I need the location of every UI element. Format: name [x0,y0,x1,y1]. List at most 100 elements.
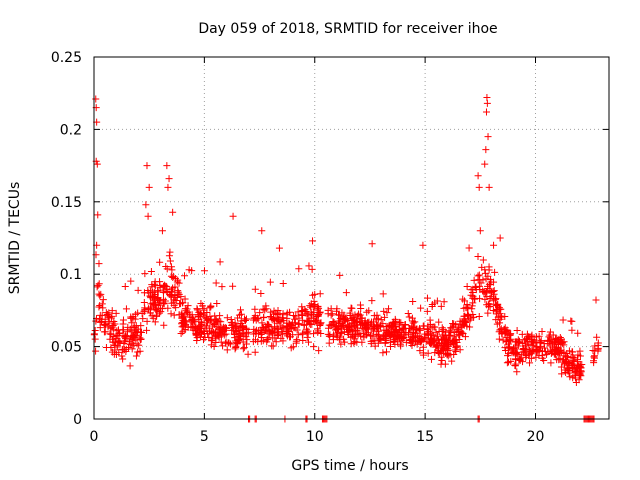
data-point [514,336,522,344]
data-point [232,322,240,330]
data-point [251,305,259,313]
data-point [432,328,440,336]
data-point [466,316,474,324]
data-point [289,343,297,351]
data-point [550,345,558,353]
data-point [267,328,275,336]
data-point [384,323,392,331]
data-point [128,333,136,341]
data-point [449,338,457,346]
data-point [521,348,529,356]
data-point [95,315,103,323]
data-point [337,340,345,348]
data-point [463,301,471,309]
data-point [463,322,471,330]
data-point [188,311,196,319]
data-point [523,335,531,343]
data-point [170,301,178,309]
data-point [518,351,526,359]
data-point [479,276,487,284]
data-point [213,299,221,307]
data-point [182,307,190,315]
data-point [262,305,270,313]
data-point [299,311,307,319]
data-point [185,266,193,274]
data-point [485,303,493,311]
data-point [437,360,445,368]
data-point [341,338,349,346]
data-point [211,332,219,340]
data-point [96,318,104,326]
data-point [251,328,259,336]
data-point [92,95,100,103]
data-point [132,352,140,360]
data-point [491,268,499,276]
data-point [470,295,478,303]
data-point [397,342,405,350]
data-point [336,271,344,279]
data-point [237,306,245,314]
data-point [150,294,158,302]
data-point [239,345,247,353]
data-point [424,322,432,330]
x-tick-label: 10 [306,429,324,445]
data-point [340,311,348,319]
data-point [385,305,393,313]
data-point [472,286,480,294]
data-point [515,356,523,364]
data-point [388,330,396,338]
data-point [474,172,482,180]
data-point [556,354,564,362]
data-point [242,324,250,332]
data-point [540,357,548,365]
data-point [118,352,126,360]
data-point [168,288,176,296]
data-point [474,253,482,261]
data-point [501,344,509,352]
data-point [554,348,562,356]
data-point [461,318,469,326]
data-point [119,316,127,324]
data-point [111,346,119,354]
data-point [200,267,208,275]
data-point [479,256,487,264]
data-point [289,331,297,339]
data-point [310,308,318,316]
data-point [497,305,505,313]
data-point [210,342,218,350]
data-point [107,343,115,351]
data-point [380,307,388,315]
axis-tick-labels: 0 5 10 15 20 0 0.05 0.1 0.15 0.2 0.25 [51,50,545,445]
data-point [456,320,464,328]
data-point [177,329,185,337]
data-point [411,318,419,326]
data-point [423,294,431,302]
data-point [416,347,424,355]
data-point [139,315,147,323]
data-point [236,331,244,339]
data-point [206,327,214,335]
data-point [481,269,489,277]
data-point [141,270,149,278]
data-point [335,317,343,325]
data-point [439,349,447,357]
data-point [95,290,103,298]
data-point [462,304,470,312]
data-point [341,317,349,325]
data-point [286,324,294,332]
data-point [147,267,155,275]
data-point [562,352,570,360]
data-point [293,336,301,344]
data-point [504,352,512,360]
data-point [549,331,557,339]
data-point [528,348,536,356]
data-point [294,308,302,316]
data-point [469,292,477,300]
data-point [392,326,400,334]
data-point [514,342,522,350]
data-point [470,276,478,284]
data-point [263,320,271,328]
data-point [553,335,561,343]
data-point [134,286,142,294]
